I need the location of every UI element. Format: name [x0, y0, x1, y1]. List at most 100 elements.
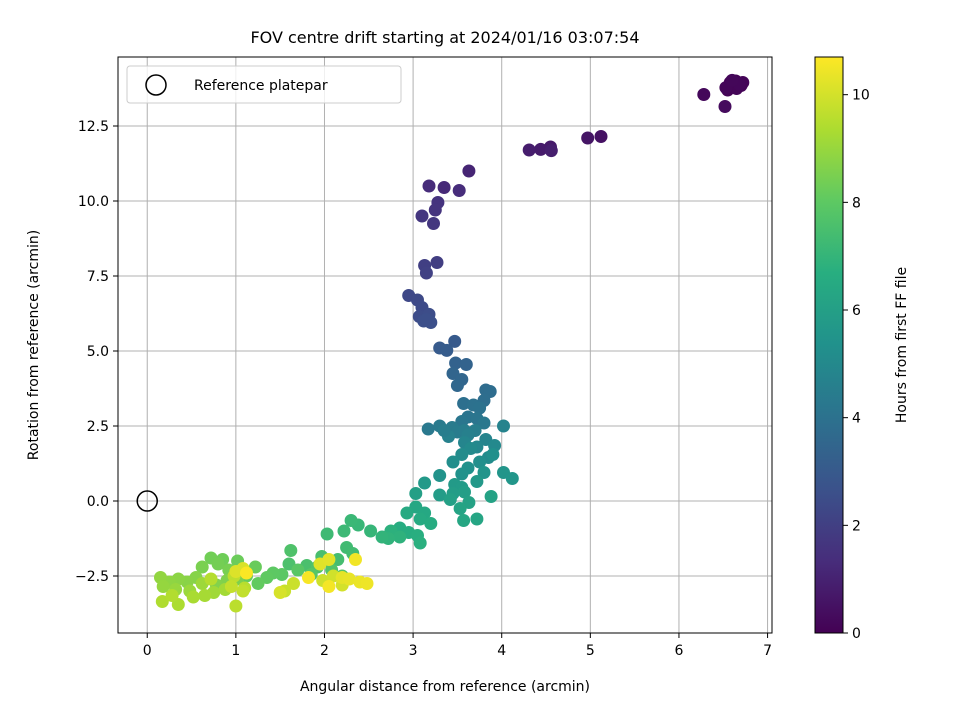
data-point: [413, 536, 427, 550]
data-point: [364, 524, 378, 538]
data-point: [697, 88, 711, 101]
data-point: [287, 577, 300, 590]
data-point: [477, 466, 491, 479]
data-point: [455, 467, 469, 481]
data-point: [204, 572, 218, 586]
data-point: [486, 448, 500, 461]
x-tick-label: 0: [143, 643, 152, 659]
plot-frame: [117, 56, 773, 634]
y-tick-label: 5.0: [87, 344, 109, 360]
data-point: [446, 455, 460, 469]
data-point: [725, 73, 739, 87]
y-tick-label: 12.5: [78, 119, 109, 135]
data-point: [470, 475, 484, 488]
data-point: [505, 472, 519, 485]
data-point: [236, 584, 250, 598]
data-point: [459, 358, 473, 371]
x-tick-label: 5: [586, 643, 595, 659]
data-point: [462, 164, 476, 178]
data-point: [458, 485, 471, 499]
data-point: [320, 527, 334, 541]
legend-box: [126, 65, 402, 104]
data-point: [452, 184, 466, 197]
data-point: [419, 313, 433, 326]
data-point: [453, 502, 467, 515]
x-tick-label: 1: [231, 643, 240, 659]
data-point: [375, 530, 389, 544]
data-point: [422, 179, 436, 193]
data-point: [433, 488, 447, 502]
data-point: [427, 217, 440, 230]
data-point: [413, 512, 427, 526]
colorbar: 0 2 4 6 8 10 Hours from first FF file: [814, 56, 910, 642]
colorbar-tick-label: 2: [852, 518, 861, 534]
y-tick-label: 0.0: [87, 494, 109, 510]
data-point: [415, 209, 429, 223]
y-axis-ticks: −2.5 0.0 2.5 5.0 7.5 10.0 12.5: [75, 119, 118, 585]
data-points: [154, 73, 750, 613]
data-point: [342, 572, 356, 586]
data-point: [229, 599, 243, 613]
x-tick-label: 3: [409, 643, 418, 659]
data-point: [165, 589, 179, 602]
data-point: [534, 142, 548, 156]
data-point: [409, 487, 423, 500]
y-tick-label: 10.0: [78, 194, 109, 210]
data-point: [155, 595, 169, 608]
data-point: [497, 419, 510, 433]
x-tick-label: 4: [497, 643, 506, 659]
data-point: [349, 553, 362, 566]
data-point: [448, 334, 462, 348]
data-point: [273, 586, 287, 599]
data-point: [718, 100, 732, 113]
reference-platepar-marker: [136, 490, 158, 512]
data-point: [360, 577, 374, 590]
y-tick-label: 2.5: [87, 419, 109, 435]
data-point: [393, 530, 407, 544]
colorbar-tick-label: 6: [852, 303, 861, 319]
x-tick-label: 7: [763, 643, 772, 659]
data-point: [443, 493, 457, 506]
colorbar-tick-label: 10: [852, 88, 870, 104]
data-point: [322, 580, 336, 593]
data-point: [470, 512, 484, 526]
colorbar-tick-label: 4: [852, 411, 861, 427]
data-point: [418, 476, 432, 490]
data-point: [581, 131, 595, 145]
data-point: [544, 144, 558, 158]
chart-title: FOV centre drift starting at 2024/01/16 …: [250, 28, 639, 47]
y-axis-label: Rotation from reference (arcmin): [26, 230, 42, 460]
data-point: [428, 203, 442, 217]
data-point: [344, 514, 358, 527]
data-point: [400, 506, 414, 520]
data-point: [156, 580, 170, 593]
data-point: [473, 401, 487, 415]
data-point: [594, 130, 608, 143]
legend-reference-marker: [145, 74, 167, 96]
data-point: [229, 565, 243, 578]
data-point: [322, 553, 336, 566]
data-point: [284, 544, 298, 557]
legend: Reference platepar: [126, 65, 402, 104]
data-point: [198, 589, 212, 602]
data-point: [251, 577, 265, 590]
data-point: [419, 266, 433, 280]
colorbar-tick-label: 0: [852, 626, 861, 642]
colorbar-label: Hours from first FF file: [894, 267, 910, 423]
data-point: [484, 490, 498, 503]
data-point: [421, 422, 435, 436]
data-point: [240, 566, 253, 580]
data-point: [477, 416, 491, 430]
data-point: [437, 424, 451, 437]
x-tick-label: 6: [674, 643, 683, 659]
data-point: [195, 560, 209, 574]
x-axis-ticks: 0 1 2 3 4 5 6 7: [143, 633, 772, 659]
data-point: [224, 580, 238, 593]
data-point: [430, 256, 444, 269]
data-point: [449, 356, 463, 370]
y-tick-label: 7.5: [87, 269, 109, 285]
data-point: [457, 514, 471, 527]
data-point: [450, 379, 464, 392]
data-point: [433, 469, 447, 482]
